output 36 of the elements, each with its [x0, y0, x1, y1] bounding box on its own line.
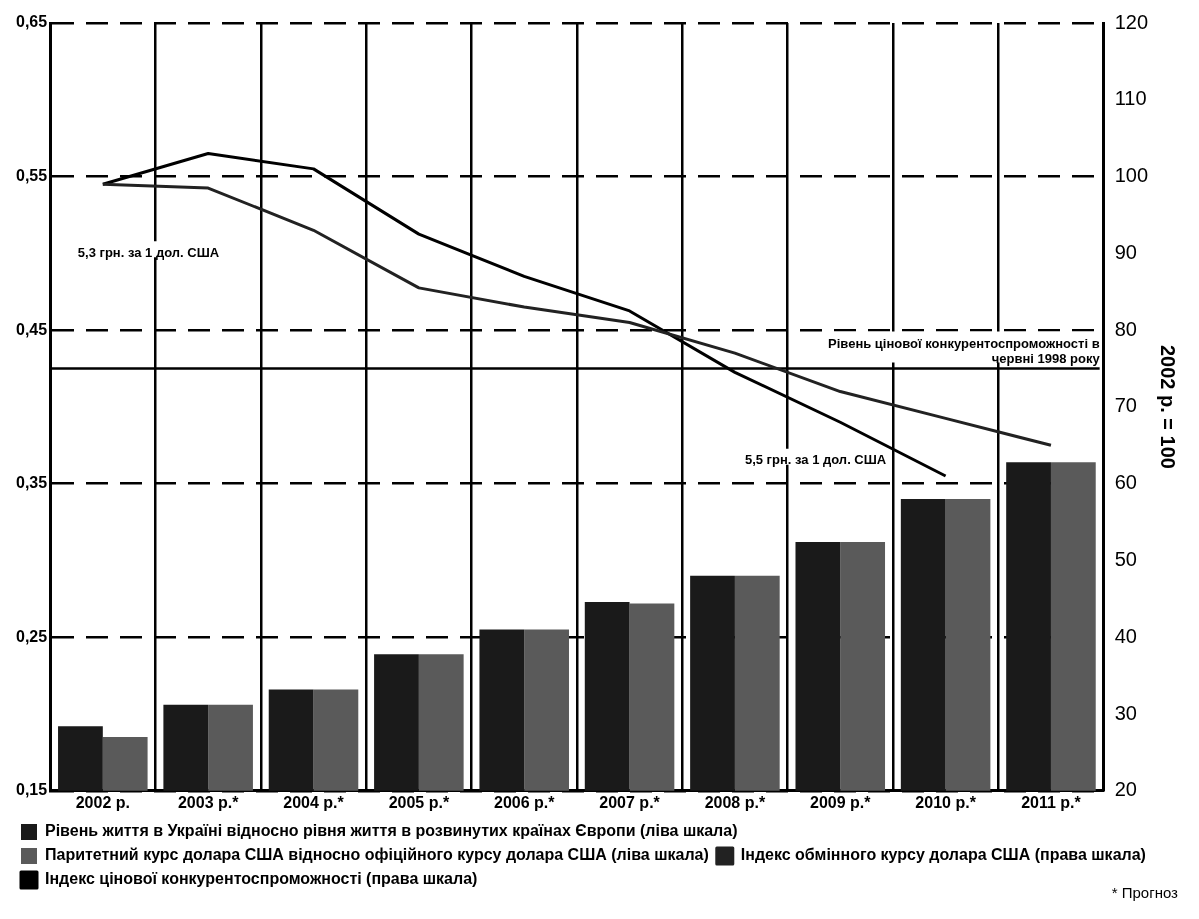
x-tick-label: 2009 р.*	[810, 793, 872, 811]
x-tick-label: 2005 р.*	[388, 793, 450, 811]
y2-tick-label: 50	[1114, 547, 1137, 570]
legend-label: Паритетний курс долара США відносно офіційного курсу долара США (ліва шкала)	[45, 846, 709, 864]
legend-label: Індекс цінової конкурентоспроможності (права шкала)	[45, 870, 478, 888]
x-tick-label: 2002 р.	[75, 793, 130, 811]
x-tick-label: 2006 р.*	[493, 793, 556, 811]
y2-tick-label: 40	[1114, 624, 1137, 647]
x-tick-label: 2010 р.*	[915, 793, 977, 811]
y2-tick-label: 60	[1114, 471, 1137, 494]
annotation: 5,3 грн. за 1 дол. США	[77, 244, 220, 260]
ref-line-label: Рівень цінової конкурентоспроможності в червні 1998 року	[828, 336, 1101, 367]
y2-tick-label: 30	[1114, 701, 1137, 724]
y2-tick-label: 90	[1114, 240, 1137, 263]
y2-tick-label: 100	[1114, 164, 1149, 187]
y-tick-label: 0,35	[16, 474, 48, 492]
x-tick-label: 2004 р.*	[283, 793, 345, 811]
y-tick-label: 0,15	[16, 781, 48, 799]
x-tick-label: 2008 р.*	[704, 793, 766, 811]
y-tick-label: 0,65	[16, 13, 48, 31]
y-tick-label: 0,45	[16, 320, 48, 338]
y2-tick-label: 80	[1114, 317, 1137, 340]
legend-label: Індекс обмінного курсу долара США (права шкала)	[740, 846, 1146, 864]
y-tick-label: 0,55	[16, 166, 48, 184]
annotation: 5,5 грн. за 1 дол. США	[744, 452, 887, 468]
x-tick-label: 2011 р.*	[1021, 793, 1082, 811]
x-tick-label: 2003 р.*	[177, 793, 240, 811]
y2-tick-label: 70	[1114, 394, 1137, 417]
y2-tick-label: 120	[1114, 10, 1149, 33]
y-tick-label: 0,25	[16, 627, 48, 645]
y2-axis-title: 2002 р. = 100	[1157, 344, 1180, 469]
legend-label: Рівень життя в Україні відносно рівня життя в розвинутих країнах Європи (ліва шкала)	[45, 822, 738, 840]
x-tick-label: 2007 р.*	[599, 793, 661, 811]
y2-tick-label: 20	[1114, 778, 1137, 801]
text: * Прогноз	[1111, 884, 1179, 902]
y2-tick-label: 110	[1114, 87, 1147, 110]
